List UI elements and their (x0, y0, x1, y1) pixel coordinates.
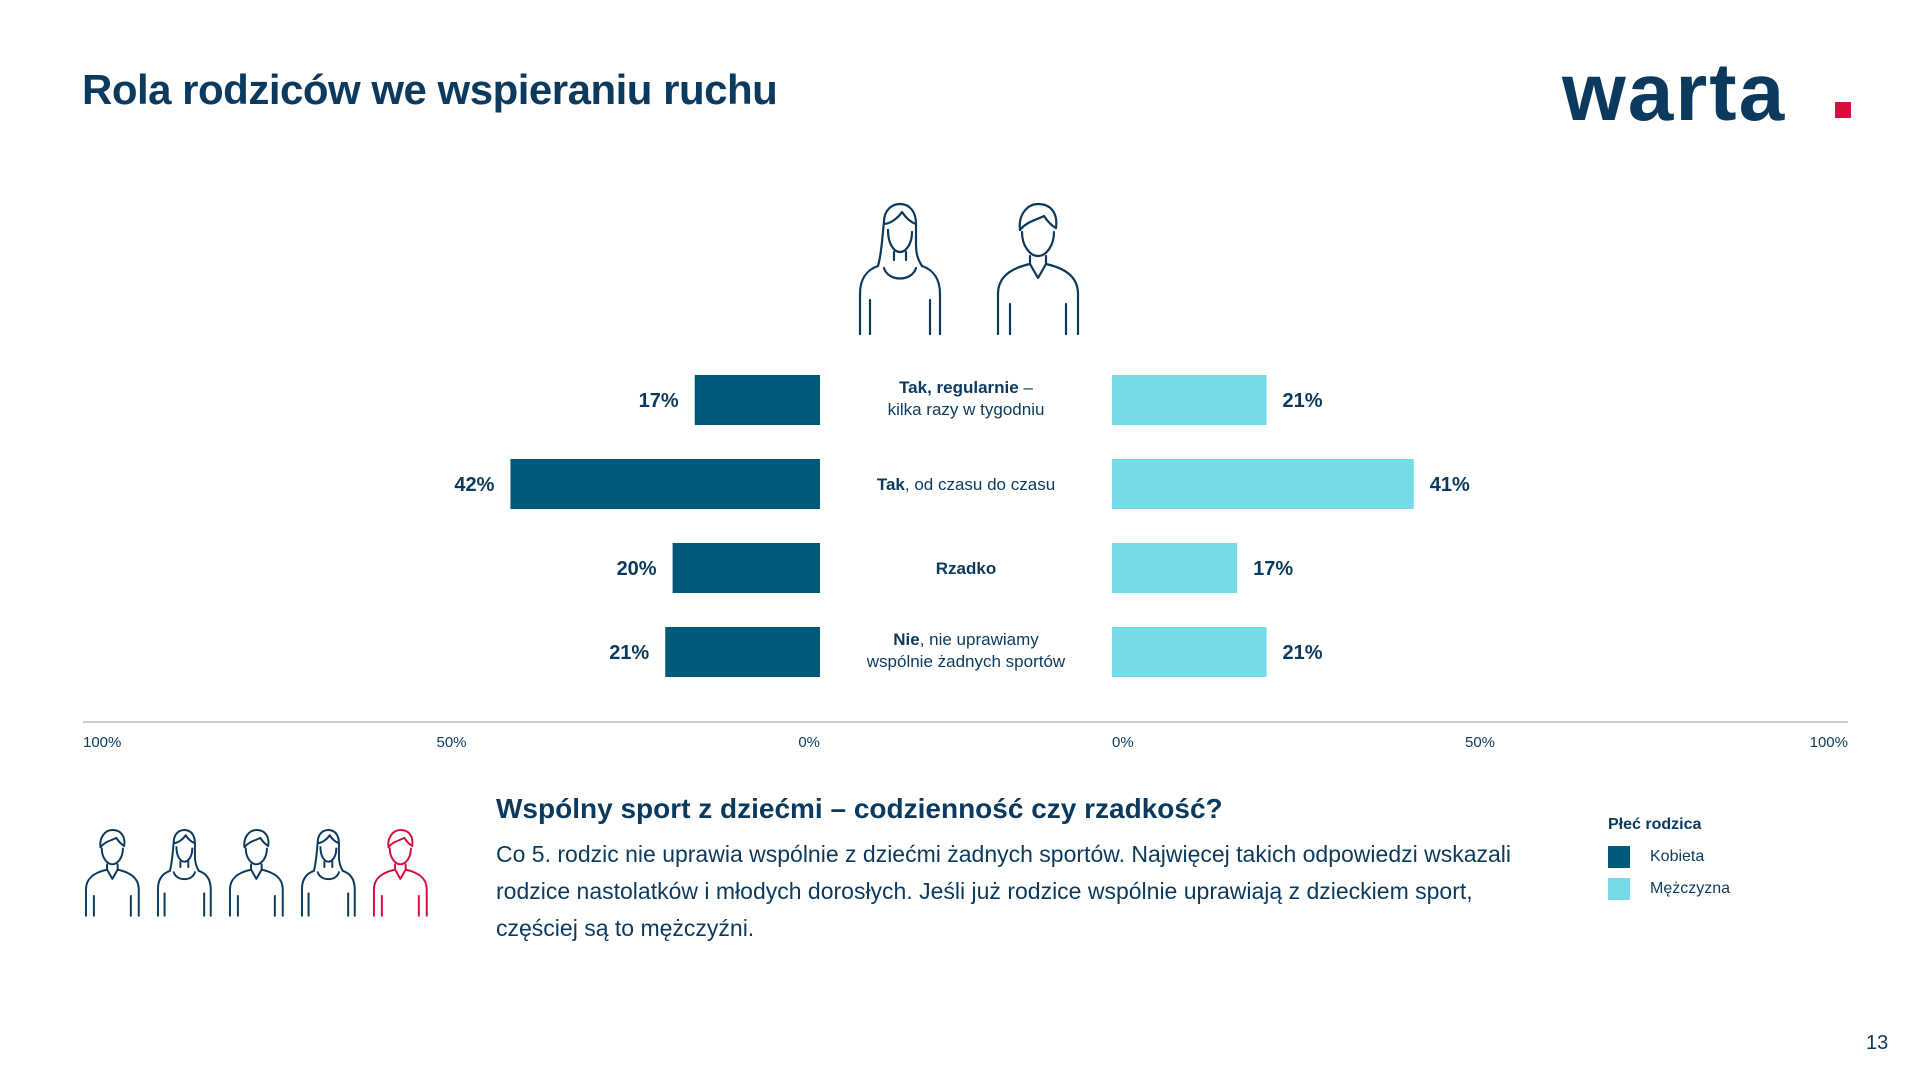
warta-logo: warta (1562, 47, 1787, 138)
bar-kobieta-1 (510, 459, 820, 509)
right-axis-tick-1: 50% (1465, 734, 1495, 750)
bar-kobieta-0 (694, 375, 820, 425)
legend-title: Płeć rodzica (1608, 816, 1702, 833)
man-icon-highlighted (372, 829, 428, 917)
value-label-mezczyzna-3: 21% (1283, 642, 1323, 664)
bar-kobieta-3 (665, 627, 820, 677)
value-label-kobieta-0: 17% (639, 390, 679, 412)
value-label-mezczyzna-1: 41% (1430, 474, 1470, 496)
diverging-bar-chart: 17% 21% Tak, regularnie – kilka razy w tygo… (83, 202, 1848, 750)
category-label-2: Rzadko (936, 559, 996, 578)
left-axis-tick-1: 50% (436, 734, 466, 750)
value-label-kobieta-3: 21% (609, 642, 649, 664)
category-label-bold: Nie (893, 630, 919, 649)
woman-icon (300, 829, 356, 917)
parents-illustration (84, 829, 428, 917)
man-icon (228, 829, 284, 917)
chart-bars: 17% 21% Tak, regularnie – kilka razy w tygo… (454, 375, 1470, 677)
category-label-line2-0: kilka razy w tygodniu (888, 400, 1045, 419)
man-icon (84, 829, 140, 917)
insight-body: Co 5. rodzic nie uprawia wspólnie z dzie… (496, 841, 1512, 941)
legend-item-mezczyzna: Mężczyzna (1608, 878, 1730, 900)
category-label-rest: – (1019, 378, 1034, 397)
category-label-line2-3: wspólnie żadnych sportów (866, 652, 1066, 671)
bar-mezczyzna-3 (1112, 627, 1267, 677)
legend-item-kobieta: Kobieta (1608, 846, 1730, 868)
category-label-bold: Tak (877, 475, 906, 494)
woman-icon (156, 829, 212, 917)
right-axis-tick-0: 0% (1112, 734, 1134, 750)
bar-kobieta-2 (672, 543, 820, 593)
legend-swatch-kobieta (1608, 846, 1630, 868)
bar-mezczyzna-1 (1112, 459, 1414, 509)
legend-label: Kobieta (1650, 848, 1705, 865)
legend: Płeć rodzica Kobieta Mężczyzna (1608, 816, 1730, 910)
insight-heading: Wspólny sport z dziećmi – codzienność cz… (496, 793, 1223, 824)
value-label-kobieta-1: 42% (454, 474, 494, 496)
value-label-kobieta-2: 20% (617, 558, 657, 580)
left-axis-tick-0: 100% (83, 734, 121, 750)
value-label-mezczyzna-0: 21% (1283, 390, 1323, 412)
page-number: 13 (1866, 1032, 1889, 1054)
category-label-1: Tak, od czasu do czasu (877, 475, 1055, 494)
category-label-rest: , nie uprawiamy (920, 630, 1040, 649)
bar-mezczyzna-2 (1112, 543, 1238, 593)
category-label-3: Nie, nie uprawiamy (893, 630, 1039, 649)
gender-icons (858, 202, 1080, 336)
chart-axis: 100% 50% 0% 0% 50% 100% (83, 721, 1848, 750)
logo-dot (1835, 102, 1851, 118)
bar-mezczyzna-0 (1112, 375, 1267, 425)
page-title: Rola rodziców we wspieraniu ruchu (82, 66, 778, 113)
category-label-0: Tak, regularnie – (899, 378, 1033, 397)
right-axis-tick-2: 100% (1810, 734, 1848, 750)
category-label-bold: Tak, regularnie (899, 378, 1019, 397)
value-label-mezczyzna-2: 17% (1253, 558, 1293, 580)
left-axis-tick-2: 0% (798, 734, 820, 750)
legend-swatch-mezczyzna (1608, 878, 1630, 900)
man-icon (996, 202, 1080, 336)
category-label-bold: Rzadko (936, 559, 996, 578)
legend-label: Mężczyzna (1650, 880, 1731, 897)
woman-icon (858, 202, 942, 336)
category-label-rest: , od czasu do czasu (905, 475, 1055, 494)
